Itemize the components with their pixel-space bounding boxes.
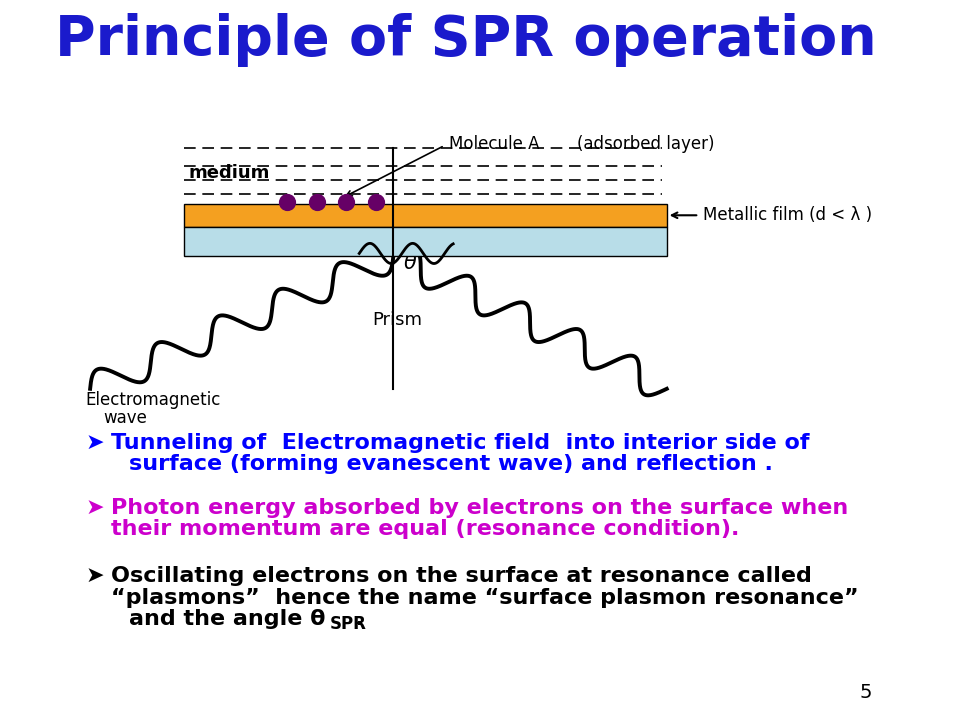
Text: Molecule A: Molecule A xyxy=(449,135,540,153)
Text: “plasmons”  hence the name “surface plasmon resonance”: “plasmons” hence the name “surface plasm… xyxy=(111,588,859,608)
Bar xyxy=(184,204,667,227)
Text: Glass: Glass xyxy=(483,236,532,254)
Text: their momentum are equal (resonance condition).: their momentum are equal (resonance cond… xyxy=(111,519,740,539)
Bar xyxy=(184,227,667,256)
Text: Metallic film (d < λ ): Metallic film (d < λ ) xyxy=(704,206,873,225)
Text: and the angle θ: and the angle θ xyxy=(129,609,325,629)
Text: Electromagnetic: Electromagnetic xyxy=(85,390,221,409)
Text: Prism: Prism xyxy=(372,311,422,330)
Text: medium: medium xyxy=(188,164,270,182)
Point xyxy=(309,196,324,207)
Text: .: . xyxy=(348,609,364,629)
Text: θ: θ xyxy=(403,253,417,273)
Text: 5: 5 xyxy=(859,683,872,702)
Point xyxy=(369,196,384,207)
Text: Photon energy absorbed by electrons on the surface when: Photon energy absorbed by electrons on t… xyxy=(111,498,849,518)
Text: surface (forming evanescent wave) and reflection .: surface (forming evanescent wave) and re… xyxy=(129,454,773,474)
Text: (adsorbed layer): (adsorbed layer) xyxy=(577,135,714,153)
Text: Oscillating electrons on the surface at resonance called: Oscillating electrons on the surface at … xyxy=(111,566,812,586)
Text: ➤: ➤ xyxy=(85,498,105,518)
Text: Tunneling of  Electromagnetic field  into interior side of: Tunneling of Electromagnetic field into … xyxy=(111,433,810,453)
Text: ➤: ➤ xyxy=(85,433,105,453)
Text: SPR: SPR xyxy=(329,615,366,634)
Text: wave: wave xyxy=(103,409,147,426)
Point xyxy=(279,196,295,207)
Text: ➤: ➤ xyxy=(85,566,105,586)
Point xyxy=(339,196,354,207)
Text: Principle of SPR operation: Principle of SPR operation xyxy=(55,13,876,67)
